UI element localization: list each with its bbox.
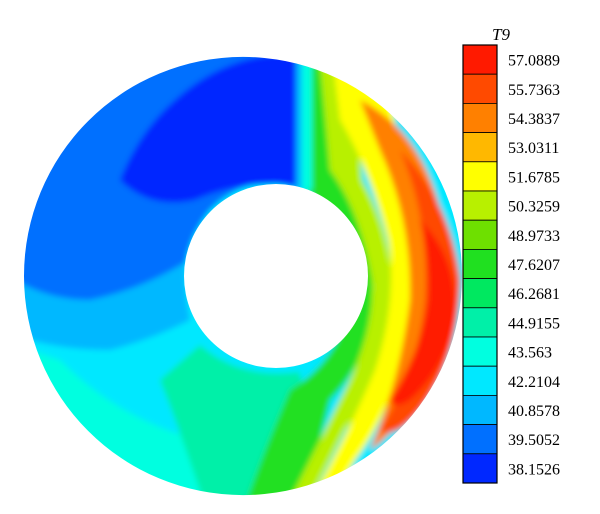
legend-label: 40.8578 [508, 403, 560, 420]
legend-label: 48.9733 [508, 228, 560, 245]
legend-frame [462, 44, 498, 484]
field-region-light-blue [23, 262, 190, 350]
legend-label: 51.6785 [508, 169, 560, 186]
legend-label: 43.563 [508, 345, 552, 362]
legend-label: 44.9155 [508, 315, 560, 332]
legend-swatch [462, 73, 498, 104]
legend-swatch [462, 365, 498, 396]
legend-swatch [462, 278, 498, 309]
field-region-red [390, 220, 456, 405]
legend-swatch [462, 424, 498, 455]
legend-swatch [462, 219, 498, 250]
legend-swatch [462, 336, 498, 367]
legend-label: 53.0311 [508, 140, 559, 157]
legend-swatch [462, 44, 498, 75]
field-region-dark-blue [120, 56, 300, 203]
legend-swatch [462, 453, 498, 484]
legend-swatch [462, 248, 498, 279]
legend-swatch [462, 132, 498, 163]
legend-label: 57.0889 [508, 53, 560, 70]
legend-label: 42.2104 [508, 374, 560, 391]
legend-swatches [462, 44, 498, 484]
legend-swatch [462, 307, 498, 338]
legend-label: 55.7363 [508, 82, 560, 99]
legend-swatch [462, 190, 498, 221]
legend-label: 39.5052 [508, 432, 560, 449]
legend-swatch [462, 394, 498, 425]
legend-label: 38.1526 [508, 461, 560, 478]
colorbar-legend: T9 57.0889 55.7363 54.3837 53.0311 51.6785 50… [462, 25, 560, 484]
temperature-field [23, 56, 463, 496]
legend-label: 47.6207 [508, 257, 560, 274]
legend-label: 50.3259 [508, 199, 560, 216]
legend-label: 46.2681 [508, 286, 560, 303]
legend-title: T9 [492, 25, 510, 44]
legend-label: 54.3837 [508, 111, 560, 128]
legend-swatch [462, 161, 498, 192]
legend-swatch [462, 103, 498, 134]
field-region-seam-edge [296, 56, 302, 190]
legend-labels: 57.0889 55.7363 54.3837 53.0311 51.6785 50.32… [508, 53, 560, 479]
